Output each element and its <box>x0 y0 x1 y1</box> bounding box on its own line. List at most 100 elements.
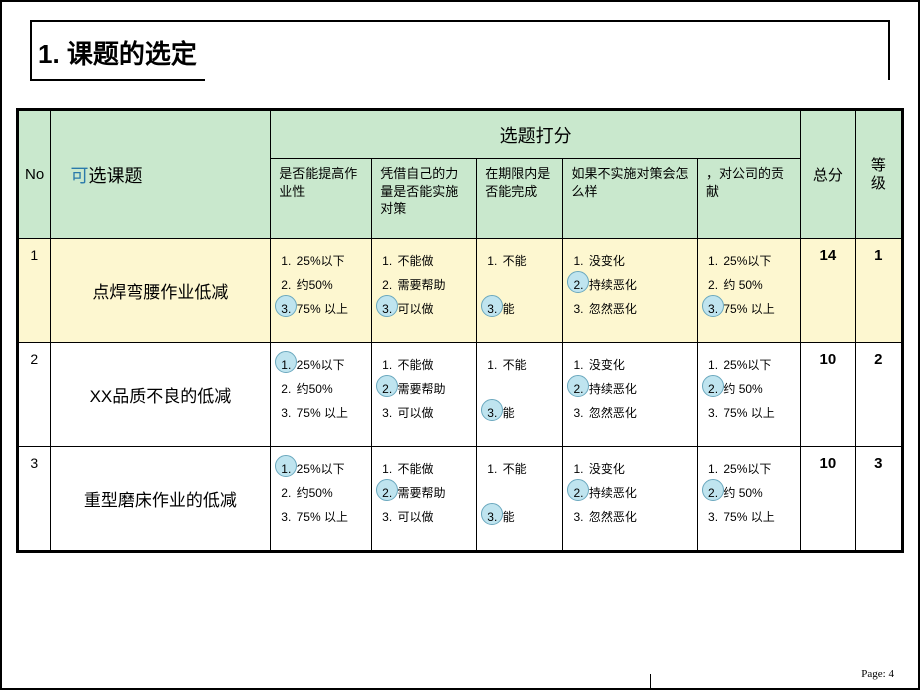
option: 3. 可以做 <box>378 297 470 321</box>
option: 2. 约 50% <box>704 481 794 505</box>
option: 3. 可以做 <box>378 505 470 529</box>
cell-q2: 1. 不能做2. 需要帮助3. 可以做 <box>372 343 477 447</box>
option: 1. 没变化 <box>569 457 691 481</box>
header-q3: 在期限内是否能完成 <box>477 159 563 239</box>
option: 2. 需要帮助 <box>378 273 470 297</box>
option: 1. 不能做 <box>378 457 470 481</box>
cell-no: 3 <box>19 447 51 551</box>
option-label: 需要帮助 <box>394 278 445 292</box>
option <box>483 481 556 505</box>
option: 3. 75% 以上 <box>704 505 794 529</box>
option-label: 能 <box>499 510 514 524</box>
option: 2. 需要帮助 <box>378 481 470 505</box>
option-number: 2. <box>279 481 293 505</box>
option: 1. 25%以下 <box>704 249 794 273</box>
option-number: 2. <box>571 481 585 505</box>
option: 1. 不能 <box>483 457 556 481</box>
option: 3. 可以做 <box>378 401 470 425</box>
cell-total: 14 <box>801 239 856 343</box>
cell-topic: 点焊弯腰作业低减 <box>50 239 271 343</box>
table-header: No 可选课题 选题打分 总分 等 级 是否能提高作业性 凭借自己的力量是否能实… <box>19 111 902 239</box>
option-number: 2. <box>571 273 585 297</box>
option: 3. 75% 以上 <box>277 401 365 425</box>
option: 1. 25%以下 <box>704 457 794 481</box>
option <box>483 273 556 297</box>
option-label: 持续恶化 <box>585 486 636 500</box>
cell-q2: 1. 不能做2. 需要帮助3. 可以做 <box>372 239 477 343</box>
cell-rank: 3 <box>855 447 901 551</box>
option-number: 2. <box>706 481 720 505</box>
option-number: 1. <box>485 249 499 273</box>
cell-q4: 1. 没变化2. 持续恶化3. 忽然恶化 <box>563 343 698 447</box>
option-label: 75% 以上 <box>720 302 775 316</box>
cell-q1: 1. 25%以下2. 约50%3. 75% 以上 <box>271 447 372 551</box>
table-row: 1点焊弯腰作业低减1. 25%以下2. 约50%3. 75% 以上1. 不能做2… <box>19 239 902 343</box>
option: 1. 25%以下 <box>277 353 365 377</box>
option-number: 3. <box>380 401 394 425</box>
option-number: 2. <box>571 377 585 401</box>
header-score-super: 选题打分 <box>271 111 801 159</box>
option-label: 约 50% <box>720 382 763 396</box>
option: 1. 不能做 <box>378 249 470 273</box>
cell-q4: 1. 没变化2. 持续恶化 3. 忽然恶化 <box>563 447 698 551</box>
option-label: 75% 以上 <box>293 510 348 524</box>
option-label: 25%以下 <box>720 358 771 372</box>
option: 3. 忽然恶化 <box>569 505 691 529</box>
option-number: 1. <box>571 353 585 377</box>
option-number: 3. <box>706 401 720 425</box>
option-number: 1. <box>279 457 293 481</box>
option: 2. 约50% <box>277 273 365 297</box>
option-number: 1. <box>706 353 720 377</box>
option: 1. 没变化 <box>569 249 691 273</box>
option-number: 2. <box>706 377 720 401</box>
option-label: 忽然恶化 <box>585 406 636 420</box>
cell-topic: XX品质不良的低减 <box>50 343 271 447</box>
header-rank: 等 级 <box>855 111 901 239</box>
cell-q4: 1. 没变化2. 持续恶化3. 忽然恶化 <box>563 239 698 343</box>
option-number: 1. <box>485 457 499 481</box>
cell-no: 2 <box>19 343 51 447</box>
option-number: 1. <box>279 249 293 273</box>
bottom-tick <box>650 674 651 688</box>
cell-q2: 1. 不能做2. 需要帮助3. 可以做 <box>372 447 477 551</box>
header-q4: 如果不实施对策会怎么样 <box>563 159 698 239</box>
option-number: 1. <box>380 353 394 377</box>
option: 2. 约50% <box>277 481 365 505</box>
header-no: No <box>19 111 51 239</box>
option-label: 约50% <box>293 382 332 396</box>
option: 1. 不能 <box>483 353 556 377</box>
option: 3. 忽然恶化 <box>569 297 691 321</box>
option-label: 忽然恶化 <box>585 302 636 316</box>
option-label: 可以做 <box>394 302 433 316</box>
cell-q5: 1. 25%以下2. 约 50%3. 75% 以上 <box>698 343 801 447</box>
option-label: 75% 以上 <box>720 510 775 524</box>
option-number: 2. <box>380 377 394 401</box>
option-label: 可以做 <box>394 510 433 524</box>
cell-q1: 1. 25%以下2. 约50%3. 75% 以上 <box>271 239 372 343</box>
option-label: 不能做 <box>394 462 433 476</box>
header-q1: 是否能提高作业性 <box>271 159 372 239</box>
option: 3. 能 <box>483 505 556 529</box>
option-number: 3. <box>380 505 394 529</box>
cell-total: 10 <box>801 343 856 447</box>
option-label: 持续恶化 <box>585 382 636 396</box>
cell-no: 1 <box>19 239 51 343</box>
option-number: 3. <box>571 401 585 425</box>
header-q5: ，对公司的贡献 <box>698 159 801 239</box>
option-label: 不能 <box>499 254 526 268</box>
cell-q3: 1. 不能 3. 能 <box>477 239 563 343</box>
option-label: 约50% <box>293 486 332 500</box>
option-number: 1. <box>706 249 720 273</box>
table-row: 2XX品质不良的低减1. 25%以下2. 约50%3. 75% 以上1. 不能做… <box>19 343 902 447</box>
page-number: Page: 4 <box>861 668 894 680</box>
option-number: 3. <box>279 505 293 529</box>
option-number: 3. <box>485 505 499 529</box>
cell-q3: 1. 不能 3. 能 <box>477 343 563 447</box>
cell-rank: 1 <box>855 239 901 343</box>
header-q2: 凭借自己的力量是否能实施对策 <box>372 159 477 239</box>
option-number: 1. <box>571 249 585 273</box>
option-number: 1. <box>706 457 720 481</box>
option: 2. 约 50% <box>704 273 794 297</box>
cell-total: 10 <box>801 447 856 551</box>
option: 2. 需要帮助 <box>378 377 470 401</box>
